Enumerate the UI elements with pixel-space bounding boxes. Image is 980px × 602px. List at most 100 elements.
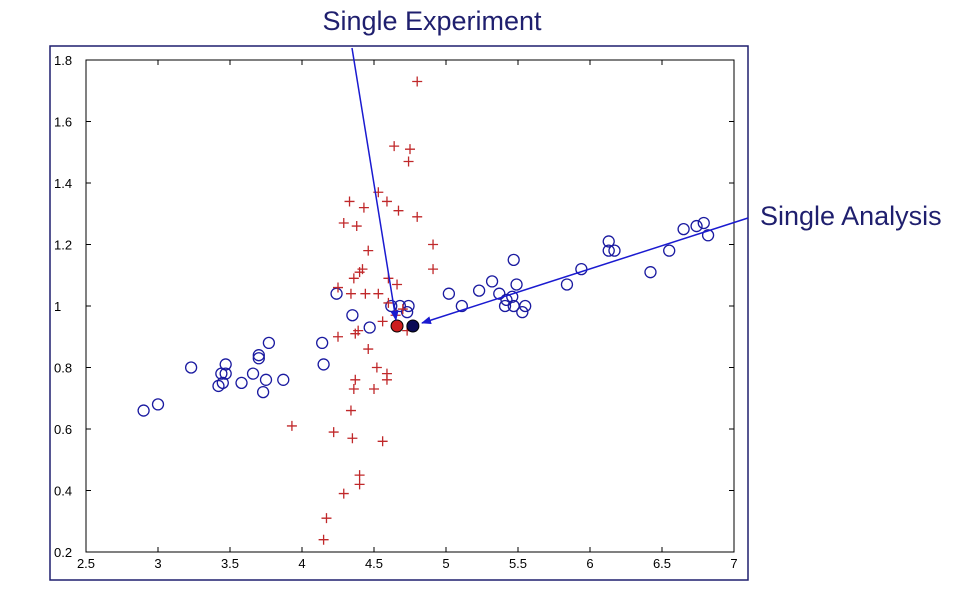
circle-point: [500, 293, 513, 307]
circle-point: [219, 367, 232, 380]
cross-point: [369, 384, 379, 395]
circle-point: [316, 336, 329, 350]
circle-point: [575, 262, 588, 276]
cross-point: [350, 328, 361, 339]
x-tick-label: 6: [586, 556, 593, 571]
circle-point: [510, 278, 523, 291]
circle-point: [516, 305, 529, 319]
circle-point: [519, 299, 532, 313]
circle-point: [442, 287, 456, 300]
circle-point: [216, 376, 229, 390]
single-analysis-point: [406, 319, 420, 333]
x-tick-label: 3.5: [221, 556, 239, 571]
circle-point: [602, 244, 615, 257]
cross-point: [354, 470, 365, 481]
cross-point: [383, 297, 394, 308]
cross-point: [358, 202, 369, 213]
cross-point: [371, 362, 382, 373]
circle-point: [330, 287, 343, 300]
cross-point: [333, 331, 343, 342]
circle-point: [219, 358, 232, 371]
circle-point: [277, 373, 290, 386]
circle-point: [137, 404, 150, 417]
circle-point: [472, 284, 486, 297]
circle-point: [701, 229, 715, 242]
cross-point: [286, 420, 297, 431]
y-tick-label: 0.6: [54, 422, 72, 437]
circle-point: [259, 373, 273, 386]
cross-point: [363, 245, 374, 256]
x-tick-label: 3: [154, 556, 161, 571]
cross-point: [347, 433, 358, 444]
cross-point: [348, 384, 359, 395]
x-tick-label: 5.5: [509, 556, 527, 571]
circle-point: [400, 305, 414, 319]
circle-point: [506, 290, 519, 303]
circle-point: [455, 299, 468, 313]
cross-point: [348, 273, 359, 284]
cross-point: [397, 304, 408, 315]
x-tick-label: 4.5: [365, 556, 383, 571]
cross-point: [350, 374, 361, 385]
x-tick-label: 2.5: [77, 556, 95, 571]
circle-point: [690, 219, 703, 233]
cross-point: [338, 488, 349, 499]
circle-point: [663, 244, 676, 257]
cross-point: [405, 144, 415, 155]
circle-point: [677, 222, 690, 236]
circle-point: [317, 358, 330, 371]
cross-point: [354, 479, 365, 490]
circle-point: [252, 352, 265, 365]
circle-point: [256, 385, 270, 399]
cross-point: [389, 141, 400, 152]
circle-point: [602, 235, 615, 248]
single-experiment-arrow: [351, 47, 399, 321]
circle-point: [498, 299, 512, 313]
circle-point: [363, 321, 376, 334]
y-tick-label: 0.4: [54, 484, 72, 499]
y-tick-label: 1.2: [54, 238, 72, 253]
single-analysis-arrow: [421, 217, 749, 325]
y-tick-label: 0.2: [54, 545, 72, 560]
circle-point: [346, 309, 359, 322]
cross-point: [318, 534, 329, 545]
x-tick-label: 6.5: [653, 556, 671, 571]
cross-point: [377, 316, 388, 327]
cross-point: [428, 264, 439, 275]
single-experiment-point: [390, 319, 404, 333]
cross-point: [377, 436, 388, 447]
cross-point: [428, 239, 439, 250]
cross-point: [412, 76, 423, 87]
cross-point: [412, 211, 423, 222]
cross-point: [373, 288, 384, 299]
single-experiment-label: Single Experiment: [322, 6, 542, 36]
cross-point: [321, 513, 332, 524]
x-tick-label: 5: [442, 556, 449, 571]
cross-point: [328, 427, 339, 438]
circle-point: [560, 278, 574, 291]
y-tick-label: 0.8: [54, 361, 72, 376]
circle-point: [252, 349, 265, 362]
y-tick-label: 1.6: [54, 115, 72, 130]
circle-point: [507, 253, 520, 267]
circle-point: [246, 367, 260, 380]
y-tick-label: 1: [54, 299, 61, 314]
circle-point: [493, 287, 506, 300]
circle-point: [235, 376, 248, 390]
cross-point: [338, 217, 349, 228]
cross-point: [360, 288, 371, 299]
y-tick-label: 1.4: [54, 176, 72, 191]
circle-point: [608, 244, 621, 257]
cross-point: [363, 344, 374, 355]
cross-point: [381, 374, 392, 385]
cross-point: [392, 279, 403, 290]
figure-frame: [49, 45, 749, 581]
single-analysis-label: Single Analysis: [760, 201, 942, 231]
cross-point: [381, 196, 392, 207]
cross-point: [333, 282, 343, 293]
cross-point: [393, 205, 404, 216]
cross-point: [357, 264, 368, 275]
cross-point: [403, 156, 414, 167]
circle-point: [262, 336, 276, 350]
